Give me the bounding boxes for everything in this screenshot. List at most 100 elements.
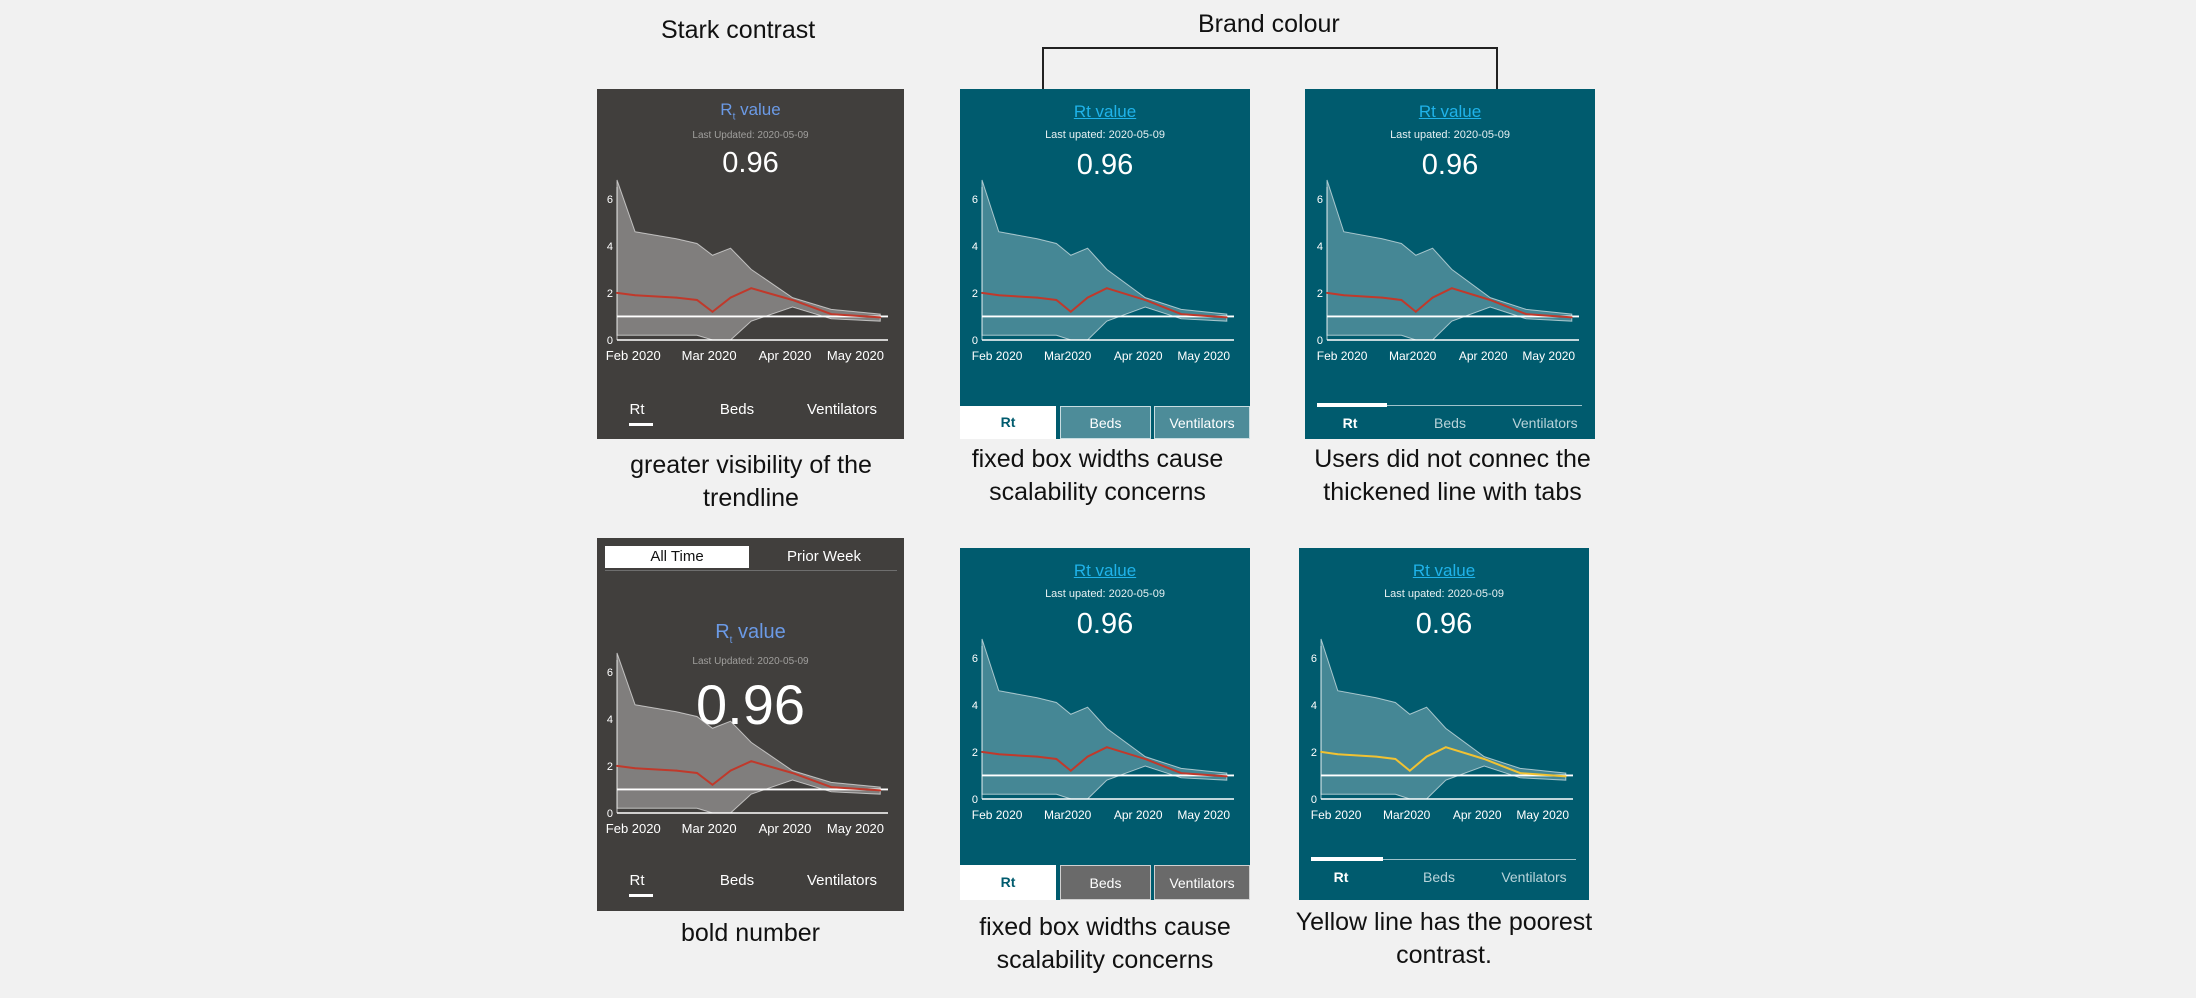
caption-fixed-box-widths-2: fixed box widths cause scalability conce… [979,913,1231,974]
trend-point [1069,310,1072,313]
tab-rt[interactable]: Rt [1342,415,1358,431]
x-tick-label: Apr 2020 [1453,808,1502,822]
trend-point [1180,772,1183,775]
active-tab-indicator [1317,403,1387,407]
active-tab-indicator [1311,857,1383,861]
last-updated: Last Updated: 2020-05-09 [692,656,809,667]
confidence-band [981,179,1228,341]
rt-chart: 0 2 4 6 Feb 2020 Mar2020 Apr 2020 May 2020 [1317,179,1579,363]
rt-value: 0.96 [696,673,805,736]
x-tick-label: May 2020 [827,821,884,836]
x-tick-label: Mar2020 [1383,808,1431,822]
trend-point [1525,313,1528,316]
tab-ventilators[interactable]: Ventilators [806,401,878,418]
y-tick-label: 0 [972,794,978,806]
tab-ventilators[interactable]: Ventilators [1501,869,1567,885]
trend-point [750,760,753,763]
tab-rt[interactable]: Rt [1333,869,1349,885]
trend-point [1519,772,1522,775]
x-tick-label: Feb 2020 [972,808,1023,822]
trend-line [616,287,881,319]
tab-beds[interactable]: Beds [719,872,755,889]
x-tick-label: Feb 2020 [1311,808,1362,822]
rt-title[interactable]: Rt value [1412,561,1476,580]
trend-point [711,310,714,313]
y-tick-label: 0 [1317,335,1323,347]
trend-point [981,292,983,294]
trend-point [675,296,678,299]
y-tick-label: 2 [607,288,613,300]
trend-point [1144,299,1147,301]
x-tick-label: May 2020 [1516,808,1569,822]
trend-point [830,786,833,789]
trend-point [1326,292,1328,294]
rt-card-dark-top: Rt value Last Updated: 2020-05-09 0.96 0… [597,89,904,439]
x-tick-label: Apr 2020 [1114,808,1163,822]
rt-title[interactable]: Rt value [1073,561,1137,580]
rt-card-teal-yellow: Rt value Last upated: 2020-05-09 0.96 0 2… [1299,548,1589,900]
rt-chart: 0 2 4 6 Feb 2020 Mar 2020 Apr 2020 May 2020 [606,652,888,836]
time-range-toggle: All Time Prior Week [605,546,897,571]
trend-point [1414,310,1417,313]
toggle-prior-week[interactable]: Prior Week [787,548,861,565]
y-tick-label: 6 [607,667,613,679]
x-tick-label: Mar2020 [1044,808,1092,822]
last-updated: Last upated: 2020-05-09 [1390,129,1510,141]
trend-point [750,287,753,290]
confidence-band [1320,638,1567,800]
rt-title[interactable]: Rt value [1418,102,1482,121]
last-updated: Last upated: 2020-05-09 [1045,129,1165,141]
tab-rt[interactable]: Rt [960,865,1056,900]
trend-point [1342,294,1345,297]
trend-point [981,751,983,753]
y-tick-label: 6 [972,653,978,665]
trend-point [675,769,678,772]
trend-point [1320,751,1322,753]
trend-point [1381,296,1384,299]
tab-beds[interactable]: Beds [1423,869,1455,885]
x-tick-label: Feb 2020 [606,821,661,836]
trend-point [634,294,636,297]
tab-beds[interactable]: Beds [719,401,755,418]
toggle-all-time[interactable]: All Time [605,546,749,568]
tab-ventilators[interactable]: Ventilators [806,872,878,889]
tab-beds[interactable]: Beds [1060,406,1151,439]
trend-point [879,316,882,319]
trend-point [997,294,1000,297]
trend-line [616,760,881,792]
tab-rt[interactable]: Rt [960,406,1056,439]
y-tick-label: 2 [972,288,978,300]
y-tick-label: 6 [972,194,978,206]
trend-point [1483,758,1486,760]
trend-point [1144,758,1147,760]
trend-point [1086,296,1089,299]
rt-card-teal-grey-boxes: Rt value Last upated: 2020-05-09 0.96 0 2… [960,548,1250,900]
x-tick-label: Apr 2020 [1459,349,1508,363]
trend-point [1425,755,1428,758]
trend-point [1570,316,1573,319]
caption-yellow-line: Yellow line has the poorest contrast. [1295,908,1593,969]
last-updated: Last upated: 2020-05-09 [1045,588,1165,600]
tab-beds[interactable]: Beds [1060,865,1151,900]
trend-point [791,772,794,774]
trend-point [1055,758,1058,760]
trend-point [616,765,618,767]
rt-title: Rt value [720,100,781,123]
y-tick-label: 2 [607,761,613,773]
tab-rt[interactable]: Rt [629,401,645,418]
rt-chart: 0 2 4 6 Feb 2020 Mar2020 Apr 2020 May 2020 [1311,638,1573,822]
trend-point [1225,775,1228,778]
tab-ventilators[interactable]: Ventilators [1154,865,1250,900]
trend-point [1489,299,1492,301]
last-updated: Last upated: 2020-05-09 [1384,588,1504,600]
confidence-band [616,652,881,814]
tab-beds[interactable]: Beds [1434,415,1466,431]
brand-bracket [1042,47,1498,91]
rt-title[interactable]: Rt value [1073,102,1137,121]
tab-rt[interactable]: Rt [629,872,645,889]
trend-point [1105,287,1108,290]
y-tick-label: 0 [607,808,613,820]
tab-ventilators[interactable]: Ventilators [1512,415,1578,431]
tab-ventilators[interactable]: Ventilators [1154,406,1250,439]
rt-card-teal-boxes: Rt value Last upated: 2020-05-09 0.96 0 2… [960,89,1250,439]
